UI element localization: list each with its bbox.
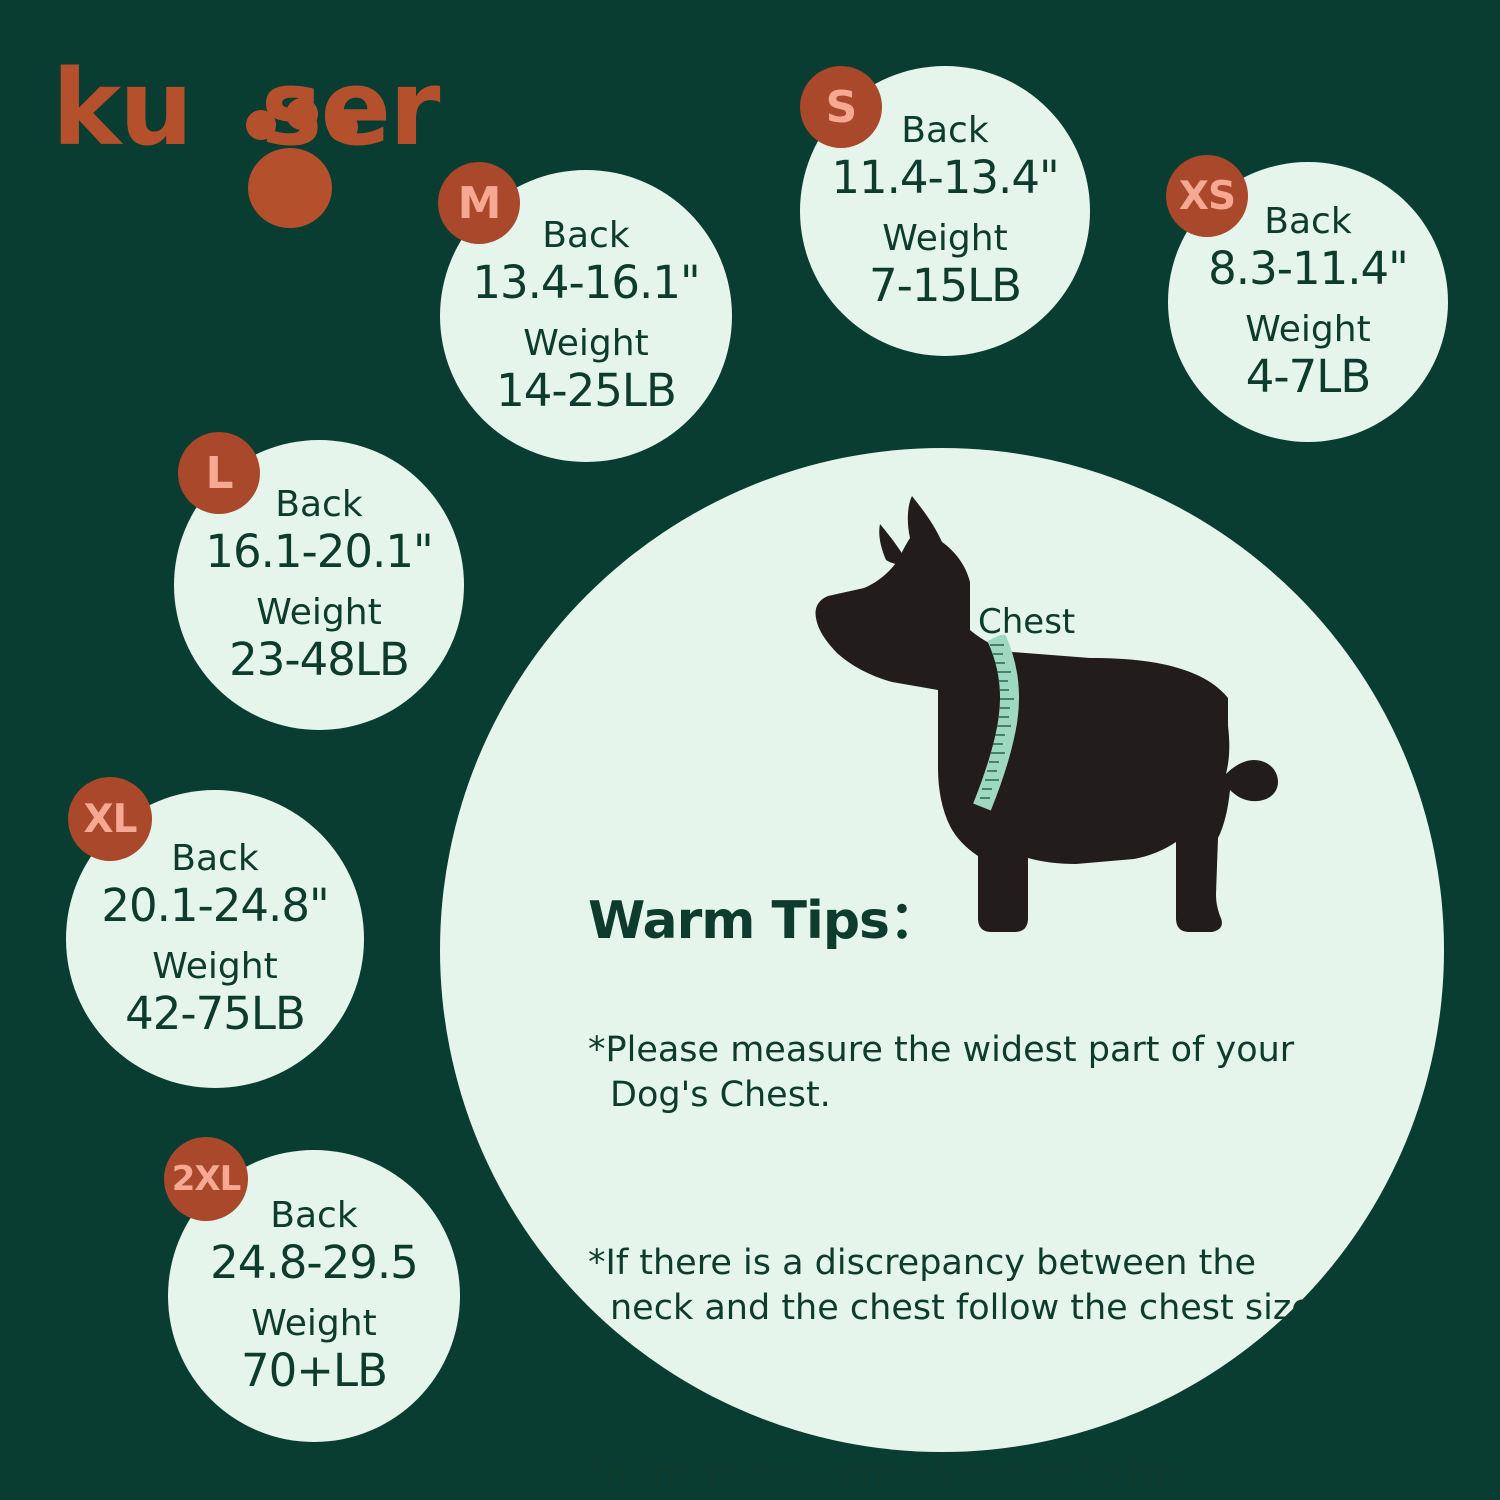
warm-tip-item: *Please measure the widest part of your … — [588, 983, 1348, 1162]
back-value: 16.1-20.1" — [205, 525, 433, 578]
weight-label: Weight — [251, 1303, 377, 1344]
weight-label: Weight — [882, 218, 1008, 259]
back-label: Back — [171, 838, 259, 879]
tip-line: neck and the chest follow the chest size — [610, 1287, 1313, 1328]
size-badge-xl[interactable]: XL — [68, 777, 152, 861]
paw-toe-icon — [328, 112, 358, 142]
warm-tips-title: Warm Tips： — [588, 891, 941, 951]
tip-line: *If the measurement closes to the maximu… — [588, 1456, 1187, 1497]
tip-line: *Please measure the widest part of your — [588, 1029, 1295, 1070]
weight-value: 14-25LB — [496, 364, 677, 417]
warm-tip-item: *If there is a discrepancy between the n… — [588, 1196, 1348, 1375]
warm-tips-section: Warm Tips： *Please measure the widest pa… — [588, 878, 1348, 1500]
back-label: Back — [542, 215, 630, 256]
warm-tip-item: *If the measurement closes to the maximu… — [588, 1409, 1348, 1500]
back-label: Back — [1264, 201, 1352, 242]
weight-value: 42-75LB — [125, 987, 306, 1040]
weight-label: Weight — [256, 592, 382, 633]
weight-value: 4-7LB — [1245, 350, 1371, 403]
back-label: Back — [275, 484, 363, 525]
size-badge-m[interactable]: M — [438, 162, 520, 244]
paw-toe-icon — [246, 110, 276, 140]
back-value: 13.4-16.1" — [472, 256, 700, 309]
brand-logo-prefix: ku — [52, 47, 193, 169]
tip-line: Dog's Chest. — [610, 1074, 831, 1115]
weight-label: Weight — [152, 946, 278, 987]
weight-value: 70+LB — [241, 1344, 388, 1397]
weight-label: Weight — [523, 323, 649, 364]
paw-toe-icon — [286, 98, 318, 130]
paw-print-icon — [248, 148, 332, 228]
back-value: 8.3-11.4" — [1208, 242, 1409, 295]
measuring-tape-icon — [960, 633, 1040, 815]
tip-line: *If there is a discrepancy between the — [588, 1242, 1257, 1283]
back-value: 24.8-29.5 — [210, 1236, 419, 1289]
weight-label: Weight — [1245, 309, 1371, 350]
size-badge-s[interactable]: S — [800, 66, 882, 148]
back-label: Back — [901, 110, 989, 151]
chest-label: Chest — [978, 602, 1076, 642]
brand-logo: kuoser — [52, 47, 472, 228]
dog-silhouette-icon — [760, 490, 1320, 960]
back-value: 11.4-13.4" — [831, 151, 1059, 204]
brand-logo-text: kuoser — [52, 47, 440, 169]
weight-value: 23-48LB — [229, 633, 410, 686]
size-badge-2xl[interactable]: 2XL — [164, 1137, 248, 1221]
size-badge-l[interactable]: L — [178, 432, 260, 514]
size-bubble-m[interactable]: Back 13.4-16.1" Weight 14-25LB — [440, 170, 732, 462]
back-value: 20.1-24.8" — [101, 879, 329, 932]
back-label: Back — [270, 1195, 358, 1236]
size-badge-xs[interactable]: XS — [1166, 155, 1248, 237]
weight-value: 7-15LB — [868, 259, 1022, 312]
